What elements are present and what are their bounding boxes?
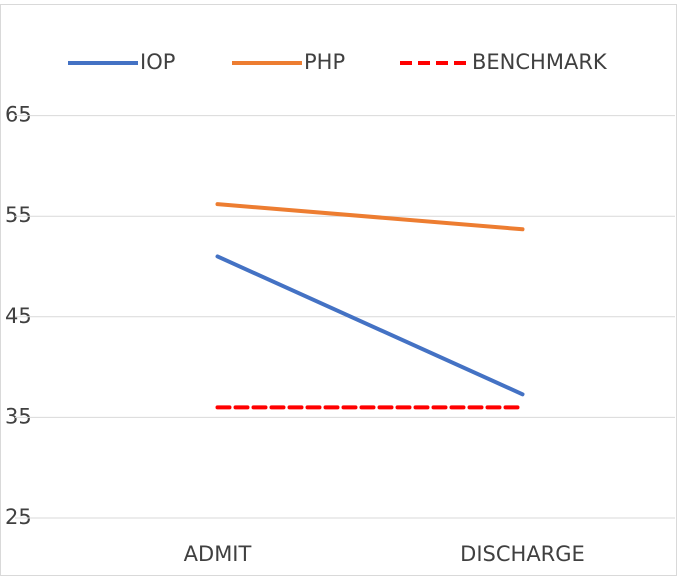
legend-label: PHP [304,50,345,74]
y-tick-label: 25 [5,505,32,529]
y-tick-label: 55 [5,203,32,227]
x-tick-label: ADMIT [184,542,252,566]
chart-border [0,4,677,576]
x-tick-label: DISCHARGE [460,542,585,566]
y-tick-label: 65 [5,103,32,127]
legend-label: BENCHMARK [472,50,608,74]
y-tick-label: 45 [5,304,32,328]
series-line [215,202,525,232]
series-line [215,254,525,397]
y-tick-label: 35 [5,404,32,428]
legend-label: IOP [140,50,175,74]
